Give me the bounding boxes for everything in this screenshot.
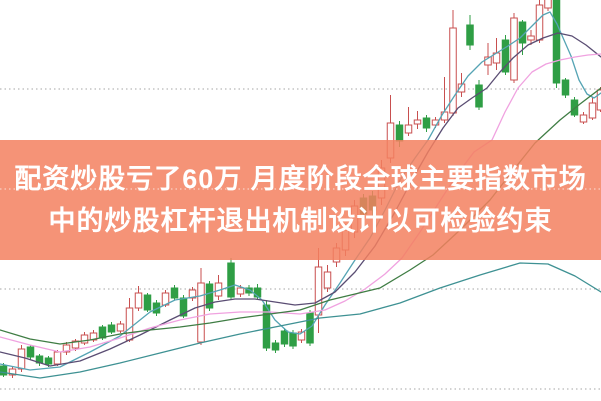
headline-line-1: 配资炒股亏了60万 月度阶段全球主要指数市场 (14, 164, 587, 194)
candle-down (552, 0, 561, 84)
ma-slow-teal (0, 262, 601, 379)
candle-up (544, 0, 552, 9)
candle-up (236, 287, 245, 295)
candle-up (413, 119, 422, 125)
candle-down (205, 283, 214, 309)
candle-down (245, 287, 253, 294)
candle-up (527, 35, 535, 41)
candle-up (297, 331, 306, 341)
candle-down (475, 84, 483, 108)
candle-down (501, 39, 510, 73)
candle-up (579, 114, 588, 123)
headline-line-2: 中的炒股杠杆退出机制设计以可检验约束 (48, 206, 553, 236)
candle-down (44, 357, 53, 365)
candle-up (197, 282, 205, 343)
candle-up (535, 4, 544, 41)
candle-up (89, 332, 98, 341)
candle-down (262, 304, 271, 349)
candle-down (280, 330, 289, 345)
candle-up (440, 111, 449, 121)
candle-down (98, 326, 107, 339)
candle-up (116, 323, 125, 332)
candle-up (431, 119, 440, 126)
candle-up (17, 348, 26, 370)
candle-down (170, 287, 179, 299)
candle-down (570, 99, 579, 116)
candle-down (561, 79, 570, 96)
candle-up (53, 351, 62, 365)
candle-down (26, 346, 35, 358)
candle-down (422, 117, 431, 129)
candle-down (143, 294, 152, 311)
candle-down (466, 24, 474, 46)
candle-up (80, 334, 89, 344)
candle-up (134, 292, 143, 309)
candle-up (323, 271, 332, 289)
candle-down (227, 262, 235, 298)
candle-up (510, 17, 518, 81)
candle-down (0, 365, 8, 376)
candle-up (62, 344, 71, 353)
candle-down (107, 324, 116, 333)
candle-down (395, 124, 404, 142)
candle-up (314, 266, 323, 316)
candle-up (188, 289, 197, 299)
candle-up (588, 102, 597, 119)
candle-down (271, 342, 280, 351)
candle-down (289, 332, 297, 347)
headline-band (0, 140, 601, 260)
candle-up (457, 83, 466, 93)
candle-up (449, 27, 457, 114)
candle-up (404, 124, 413, 134)
candle-up (8, 368, 17, 376)
candle-up (71, 340, 80, 349)
